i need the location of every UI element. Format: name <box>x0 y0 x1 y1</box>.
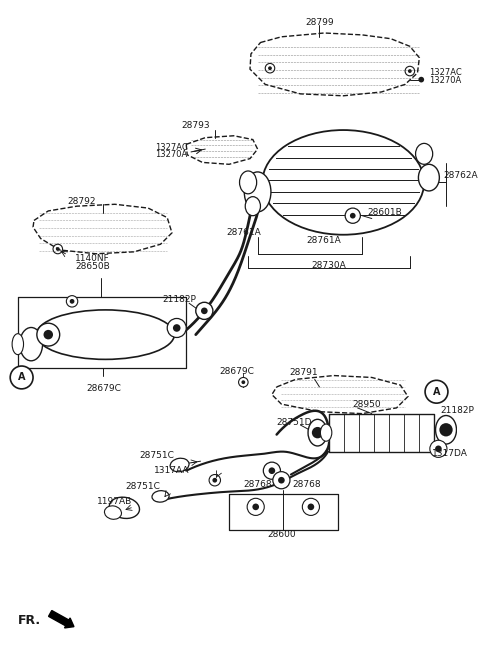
Circle shape <box>439 423 453 436</box>
Text: 21182P: 21182P <box>163 295 196 304</box>
Circle shape <box>312 427 323 438</box>
Circle shape <box>167 318 186 337</box>
Text: 28730A: 28730A <box>312 261 347 270</box>
Text: 28793: 28793 <box>181 121 210 130</box>
Text: 21182P: 21182P <box>440 406 474 415</box>
Circle shape <box>37 323 60 346</box>
Text: 28601B: 28601B <box>367 208 402 217</box>
Circle shape <box>430 440 447 457</box>
Text: A: A <box>18 373 25 383</box>
Text: 28679C: 28679C <box>86 384 121 394</box>
Circle shape <box>419 77 424 83</box>
Ellipse shape <box>419 164 439 191</box>
Circle shape <box>435 445 442 452</box>
Circle shape <box>408 69 412 73</box>
Ellipse shape <box>245 196 261 215</box>
Text: 28799: 28799 <box>305 18 334 27</box>
Ellipse shape <box>435 415 456 444</box>
Circle shape <box>10 366 33 389</box>
Circle shape <box>213 478 217 483</box>
Circle shape <box>56 247 60 251</box>
Circle shape <box>345 208 360 223</box>
Circle shape <box>173 324 180 332</box>
Ellipse shape <box>321 424 332 441</box>
Text: A: A <box>433 386 440 397</box>
Ellipse shape <box>308 419 327 446</box>
Ellipse shape <box>240 171 257 194</box>
Text: 13270A: 13270A <box>429 76 461 85</box>
Circle shape <box>308 504 314 510</box>
Text: 1197AB: 1197AB <box>97 496 132 506</box>
Circle shape <box>241 381 245 384</box>
Ellipse shape <box>152 491 169 502</box>
Text: 1140NF: 1140NF <box>75 254 109 263</box>
Text: 13270A: 13270A <box>155 150 187 159</box>
Text: 28751D: 28751D <box>276 418 312 426</box>
Ellipse shape <box>109 497 140 519</box>
Text: 28650B: 28650B <box>75 261 109 271</box>
Circle shape <box>247 498 264 515</box>
Text: 28762A: 28762A <box>443 171 478 180</box>
FancyArrow shape <box>48 610 74 628</box>
Ellipse shape <box>36 310 174 360</box>
Ellipse shape <box>263 130 424 234</box>
Ellipse shape <box>170 458 189 472</box>
Text: 28950: 28950 <box>353 400 381 409</box>
Circle shape <box>273 472 290 489</box>
Circle shape <box>44 330 53 339</box>
Ellipse shape <box>105 506 121 519</box>
Circle shape <box>196 303 213 320</box>
Text: 28751C: 28751C <box>126 482 160 491</box>
Circle shape <box>425 381 448 403</box>
Text: 28792: 28792 <box>67 197 96 206</box>
Ellipse shape <box>416 143 432 164</box>
Circle shape <box>268 66 272 70</box>
Ellipse shape <box>12 333 24 354</box>
Circle shape <box>201 307 208 314</box>
Ellipse shape <box>244 172 271 212</box>
Circle shape <box>66 295 78 307</box>
Circle shape <box>268 468 275 474</box>
Text: 28751C: 28751C <box>139 451 174 460</box>
Text: 1317DA: 1317DA <box>432 449 468 458</box>
Text: 28761A: 28761A <box>307 236 342 245</box>
Text: FR.: FR. <box>18 614 41 627</box>
Circle shape <box>350 213 356 219</box>
Text: 28679C: 28679C <box>219 367 254 376</box>
Text: 28761A: 28761A <box>226 229 261 237</box>
Text: 28768: 28768 <box>243 479 272 489</box>
Text: 1327AC: 1327AC <box>155 143 188 152</box>
Circle shape <box>70 299 74 304</box>
Text: 28768: 28768 <box>293 479 322 489</box>
Text: 28600: 28600 <box>267 530 296 539</box>
Circle shape <box>264 462 280 479</box>
Text: 1327AC: 1327AC <box>429 69 462 77</box>
Circle shape <box>302 498 320 515</box>
Circle shape <box>278 477 285 483</box>
Circle shape <box>209 474 220 486</box>
Circle shape <box>239 377 248 387</box>
Circle shape <box>252 504 259 510</box>
Ellipse shape <box>20 328 43 361</box>
Text: 28791: 28791 <box>289 368 318 377</box>
Text: 1317AA: 1317AA <box>154 466 189 476</box>
